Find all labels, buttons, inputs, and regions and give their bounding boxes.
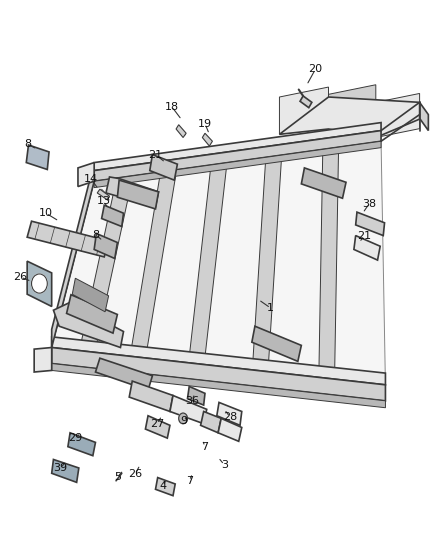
Polygon shape: [420, 102, 428, 131]
Polygon shape: [27, 221, 109, 257]
Polygon shape: [94, 123, 381, 171]
Polygon shape: [319, 148, 339, 369]
Polygon shape: [52, 364, 385, 408]
Text: 7: 7: [186, 476, 193, 486]
Text: 36: 36: [185, 396, 199, 406]
Polygon shape: [131, 171, 177, 354]
Polygon shape: [52, 459, 79, 482]
Text: 4: 4: [159, 481, 166, 491]
Polygon shape: [279, 87, 328, 134]
Text: 19: 19: [198, 119, 212, 128]
Polygon shape: [27, 261, 52, 306]
Text: 13: 13: [97, 197, 111, 206]
Polygon shape: [279, 97, 424, 138]
Polygon shape: [78, 163, 94, 187]
Polygon shape: [52, 348, 385, 401]
Text: 3: 3: [221, 460, 228, 470]
Text: 28: 28: [223, 412, 237, 422]
Polygon shape: [106, 177, 159, 207]
Polygon shape: [72, 278, 109, 312]
Circle shape: [32, 274, 47, 293]
Polygon shape: [301, 168, 346, 198]
Polygon shape: [97, 189, 110, 200]
Polygon shape: [217, 402, 242, 425]
Text: 21: 21: [148, 150, 162, 159]
Polygon shape: [155, 478, 175, 496]
Polygon shape: [79, 177, 133, 350]
Polygon shape: [117, 180, 159, 209]
Text: 9: 9: [180, 416, 187, 426]
Polygon shape: [145, 416, 170, 438]
Text: 5: 5: [114, 472, 121, 482]
Polygon shape: [187, 386, 205, 405]
Polygon shape: [26, 145, 49, 169]
Polygon shape: [252, 326, 301, 361]
Text: 8: 8: [24, 139, 31, 149]
Text: 29: 29: [68, 433, 82, 443]
Polygon shape: [102, 205, 124, 227]
Polygon shape: [129, 381, 173, 411]
Text: 18: 18: [165, 102, 179, 111]
Polygon shape: [53, 303, 124, 348]
Polygon shape: [218, 418, 242, 441]
Polygon shape: [34, 348, 52, 372]
Polygon shape: [52, 163, 94, 348]
Polygon shape: [176, 125, 186, 138]
Text: 1: 1: [267, 303, 274, 313]
Polygon shape: [189, 164, 227, 359]
Polygon shape: [253, 156, 282, 364]
Text: 27: 27: [150, 419, 164, 429]
Circle shape: [179, 413, 187, 424]
Text: 10: 10: [39, 208, 53, 218]
Text: 26: 26: [128, 470, 142, 479]
Polygon shape: [201, 411, 221, 433]
Polygon shape: [202, 133, 212, 146]
Polygon shape: [52, 337, 385, 385]
Text: 38: 38: [362, 199, 376, 208]
Polygon shape: [356, 212, 385, 236]
Polygon shape: [68, 433, 95, 456]
Text: 14: 14: [84, 174, 98, 183]
Polygon shape: [94, 233, 117, 259]
Polygon shape: [94, 141, 381, 188]
Polygon shape: [300, 96, 312, 108]
Polygon shape: [67, 295, 117, 333]
Polygon shape: [95, 358, 152, 390]
Text: 7: 7: [201, 442, 208, 451]
Polygon shape: [94, 131, 381, 181]
Text: 39: 39: [53, 463, 67, 473]
Text: 20: 20: [308, 64, 322, 74]
Polygon shape: [150, 155, 177, 180]
Text: 8: 8: [92, 230, 99, 239]
Polygon shape: [376, 93, 420, 138]
Polygon shape: [170, 395, 207, 424]
Text: 26: 26: [14, 272, 28, 282]
Polygon shape: [52, 141, 385, 385]
Text: 21: 21: [357, 231, 371, 240]
Polygon shape: [354, 236, 380, 260]
Polygon shape: [315, 85, 376, 134]
